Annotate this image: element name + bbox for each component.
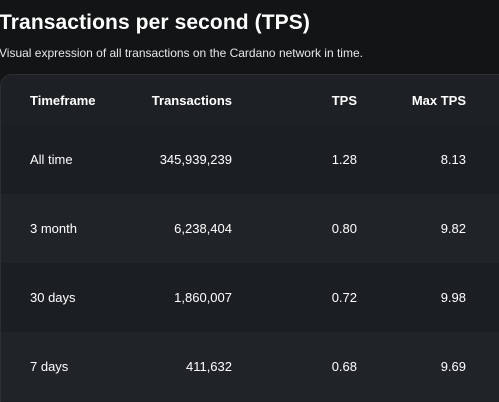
timeframe-cell: 7 days xyxy=(30,359,69,374)
table-row: 3 month 6,238,404 0.80 9.82 xyxy=(1,194,499,263)
max-tps-cell: 9.69 xyxy=(440,359,466,374)
column-header-timeframe[interactable]: Timeframe xyxy=(30,92,96,108)
page-subtitle: Visual expression of all transactions on… xyxy=(0,46,363,60)
transactions-cell: 6,238,404 xyxy=(174,221,232,236)
transactions-cell: 411,632 xyxy=(185,359,232,374)
transactions-cell: 345,939,239 xyxy=(159,152,232,167)
timeframe-cell: 3 month xyxy=(30,221,77,236)
table-row: All time 345,939,239 1.28 8.13 xyxy=(1,125,499,194)
column-header-max-tps[interactable]: Max TPS xyxy=(411,92,466,108)
table-row: 30 days 1,860,007 0.72 9.98 xyxy=(1,263,499,332)
table-header-row: Timeframe Transactions TPS Max TPS xyxy=(1,75,499,126)
transactions-cell: 1,860,007 xyxy=(174,290,232,305)
page-title: Transactions per second (TPS) xyxy=(0,11,310,34)
max-tps-cell: 9.82 xyxy=(440,221,466,236)
column-header-transactions[interactable]: Transactions xyxy=(151,92,232,108)
table-row: 7 days 411,632 0.68 9.69 xyxy=(1,332,499,401)
tps-table: Timeframe Transactions TPS Max TPS All t… xyxy=(0,74,499,402)
max-tps-cell: 8.13 xyxy=(440,152,466,167)
column-header-tps[interactable]: TPS xyxy=(331,92,357,108)
tps-cell: 1.28 xyxy=(331,152,357,167)
timeframe-cell: All time xyxy=(30,152,73,167)
max-tps-cell: 9.98 xyxy=(440,290,466,305)
tps-cell: 0.80 xyxy=(331,221,357,236)
tps-cell: 0.68 xyxy=(331,359,357,374)
tps-cell: 0.72 xyxy=(331,290,357,305)
timeframe-cell: 30 days xyxy=(30,290,76,305)
